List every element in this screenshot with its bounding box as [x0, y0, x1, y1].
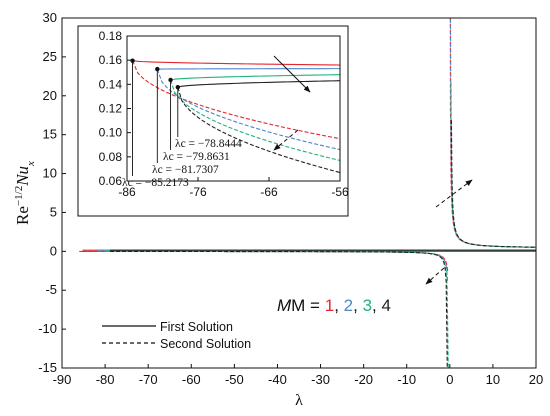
main-axis-ticks: -90 -80 -70 -60 -50 -40 -30 -20 -10 0 10 20-15-10-5…: [38, 10, 543, 387]
inset-series-1-second-solution: [132, 60, 340, 140]
inset-x-tick-label: -56: [331, 185, 349, 199]
inset-series-3-second-solution: [170, 79, 340, 161]
series-4-second-solution-lower: [110, 250, 449, 368]
x-tick-label: -40: [268, 372, 287, 387]
inset-plot-curves: [132, 60, 340, 174]
x-tick-label: 10: [486, 372, 500, 387]
x-axis-label: λ: [295, 392, 303, 409]
x-tick-label: -70: [139, 372, 158, 387]
inset-x-tick-label: -76: [189, 185, 207, 199]
y-tick-label: 30: [43, 10, 57, 25]
inset-y-tick-label: 0.16: [99, 53, 123, 67]
inset-y-tick-label: 0.18: [99, 29, 123, 43]
main-arrow-lower-branch: [425, 267, 445, 285]
y-axis-label: Re−1/2Nux: [13, 161, 37, 225]
inset-series-3-first-solution: [170, 74, 340, 81]
x-tick-label: -10: [397, 372, 416, 387]
inset-series-4-second-solution: [177, 87, 340, 174]
x-tick-label: -50: [225, 372, 244, 387]
y-tick-label: 5: [50, 204, 57, 219]
critical-point-label: λc = −79.8631: [163, 151, 230, 163]
inset-y-tick-label: 0.12: [99, 102, 123, 116]
legend: First Solution Second Solution: [102, 320, 251, 351]
main-plot-curves: [79, 18, 536, 368]
inset-series-4-first-solution: [177, 80, 340, 88]
y-tick-label: 0: [50, 243, 57, 258]
inset-x-tick-label: -66: [260, 185, 278, 199]
parameter-value-1: 1: [325, 296, 334, 315]
x-tick-label: 20: [529, 372, 543, 387]
inset-y-tick-label: 0.14: [99, 77, 123, 91]
inset-series-2-second-solution: [156, 68, 340, 151]
parameter-value-4: 4: [381, 296, 390, 315]
y-tick-label: 15: [43, 127, 57, 142]
y-tick-label: -15: [38, 360, 57, 375]
inset-axis-ticks: -86 -76 -66 -56 0.06 0.08 0.10 0.12 0.14 0.16 0.18: [99, 29, 349, 199]
x-tick-label: -80: [96, 372, 115, 387]
parameter-label: MM = 1, 2, 3, 4: [277, 296, 391, 315]
parameter-value-2: 2: [344, 296, 353, 315]
inset-arrow-second-solution: [273, 129, 299, 151]
x-tick-label: -90: [53, 372, 72, 387]
critical-point-label: λc = −81.7307: [152, 164, 219, 176]
main-plot-frame: [61, 17, 537, 369]
inset-x-tick-label: -86: [118, 185, 136, 199]
inset-background: [77, 25, 349, 217]
parameter-value-3: 3: [363, 296, 372, 315]
series-4-second-solution-upper: [450, 120, 536, 248]
inset-y-tick-label: 0.10: [99, 126, 123, 140]
y-tick-label: 10: [43, 166, 57, 181]
inset-y-tick-label: 0.06: [99, 174, 123, 188]
y-tick-label: -5: [45, 282, 57, 297]
y-tick-label: 25: [43, 49, 57, 64]
y-tick-label: 20: [43, 88, 57, 103]
series-2-second-solution-lower: [97, 250, 449, 283]
legend-label-second-solution: Second Solution: [160, 337, 251, 351]
series-3-second-solution-lower: [105, 250, 449, 368]
series-2-second-solution-upper: [449, 18, 536, 248]
critical-point-label: λc = −85.2173: [122, 177, 189, 189]
inset-series-1-first-solution: [132, 60, 340, 66]
inset-arrow-first-solution: [273, 55, 311, 93]
critical-point-label: λc = −78.8444: [175, 138, 242, 150]
series-1-second-solution-upper: [449, 18, 536, 248]
inset-y-tick-label: 0.08: [99, 150, 123, 164]
x-tick-label: -60: [182, 372, 201, 387]
y-tick-label: -10: [38, 321, 57, 336]
x-tick-label: 0: [446, 372, 453, 387]
legend-label-first-solution: First Solution: [160, 320, 233, 334]
series-3-second-solution-upper: [450, 82, 536, 248]
series-1-second-solution-lower: [82, 250, 449, 272]
x-tick-label: -20: [354, 372, 373, 387]
svg-text:Re−1/2Nux: Re−1/2Nux: [13, 161, 37, 225]
x-tick-label: -30: [311, 372, 330, 387]
main-arrow-upper-branch: [435, 179, 473, 208]
